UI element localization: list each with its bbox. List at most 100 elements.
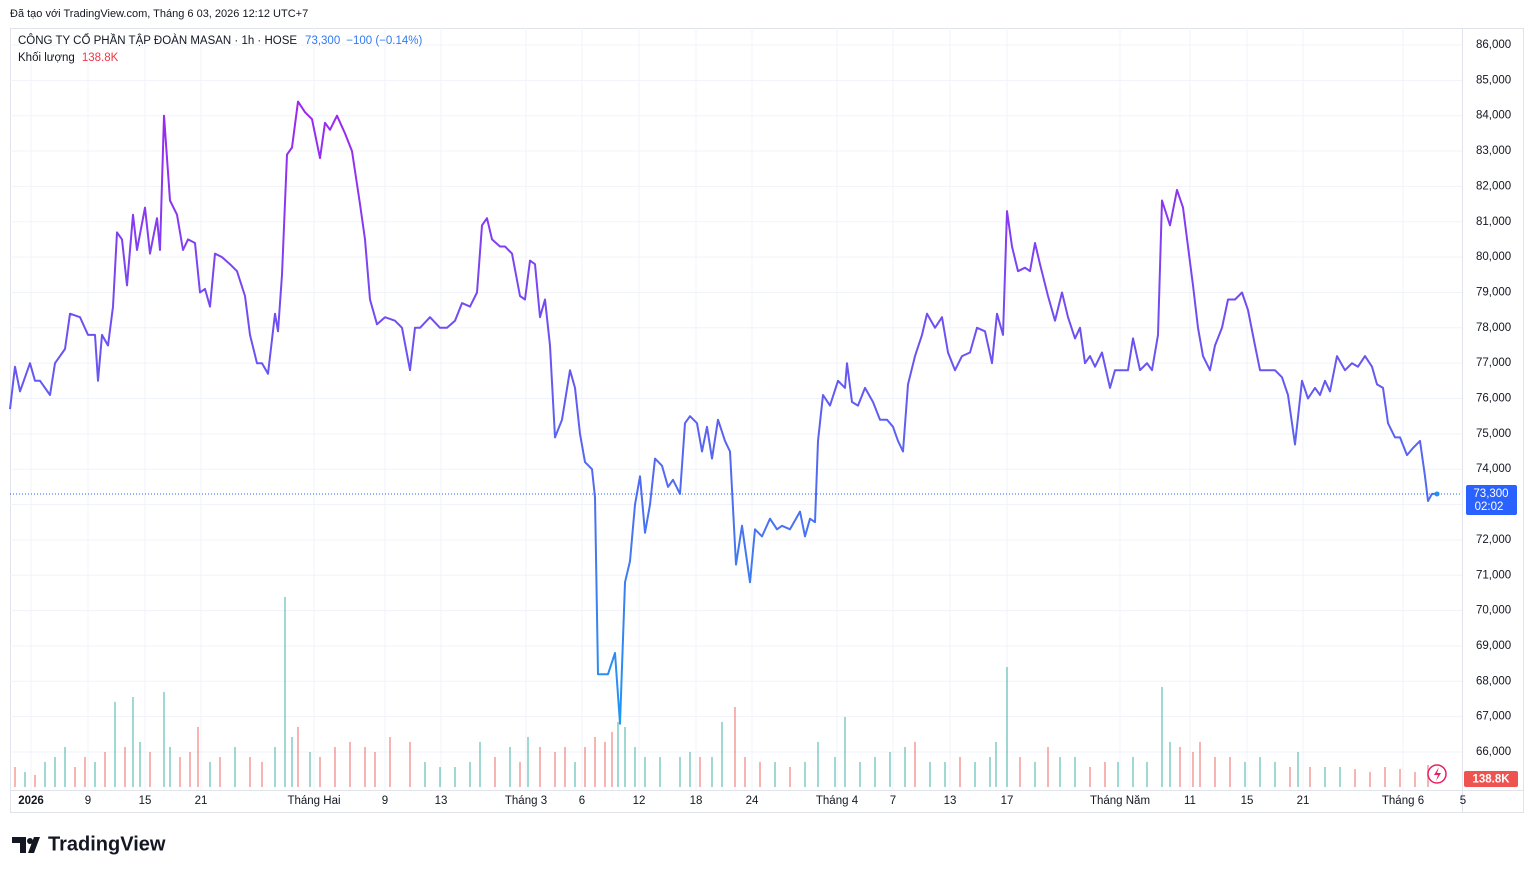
volume-bar xyxy=(494,757,496,787)
x-tick-label: 21 xyxy=(195,795,208,807)
replay-icon[interactable] xyxy=(1427,764,1447,784)
x-tick-label: 15 xyxy=(139,795,152,807)
volume-bar xyxy=(594,737,596,787)
volume-bar xyxy=(74,767,76,787)
y-tick-label: 80,000 xyxy=(1476,251,1511,263)
x-tick-label: Tháng 4 xyxy=(816,795,859,807)
volume-bar xyxy=(349,741,351,787)
chart-frame xyxy=(10,28,1524,813)
y-tick-label: 86,000 xyxy=(1476,39,1511,51)
volume-bar xyxy=(189,751,191,787)
y-tick-label: 82,000 xyxy=(1476,180,1511,192)
volume-bar xyxy=(469,761,471,787)
x-tick-label: 13 xyxy=(944,795,957,807)
volume-bar xyxy=(554,751,556,787)
x-tick-label: Tháng 3 xyxy=(505,795,547,807)
volume-bar xyxy=(1161,687,1163,787)
price-pane xyxy=(9,100,1462,725)
price-badge-label: 73,300 xyxy=(1473,488,1508,500)
volume-bar xyxy=(995,741,997,787)
volume-bar xyxy=(124,747,126,787)
x-tick-label: 21 xyxy=(1297,795,1310,807)
y-tick-label: 79,000 xyxy=(1476,286,1511,298)
volume-bar xyxy=(84,757,86,787)
volume-bar xyxy=(1399,769,1401,787)
volume-bar xyxy=(163,691,165,787)
volume-bar xyxy=(519,761,521,787)
watermark: Đã tạo với TradingView.com, Tháng 6 03, … xyxy=(10,8,308,20)
x-tick-label: 6 xyxy=(579,795,585,807)
volume-bar xyxy=(874,757,876,787)
volume-bar xyxy=(564,747,566,787)
y-tick-label: 85,000 xyxy=(1476,74,1511,86)
x-tick-label: 13 xyxy=(435,795,448,807)
volume-bar xyxy=(169,747,171,787)
volume-bar xyxy=(1047,747,1049,787)
volume-bar xyxy=(1369,771,1371,787)
volume-bar xyxy=(149,751,151,787)
volume-bar xyxy=(334,747,336,787)
volume-bar xyxy=(834,757,836,787)
volume-bar xyxy=(789,767,791,787)
volume-bar xyxy=(64,747,66,787)
volume-value: 138.8K xyxy=(82,52,119,64)
x-tick-label: Tháng Hai xyxy=(287,795,340,807)
volume-bar xyxy=(249,757,251,787)
y-tick-label: 71,000 xyxy=(1476,569,1511,581)
volume-bar xyxy=(1006,667,1008,787)
volume-bar xyxy=(1414,771,1416,787)
y-tick-label: 74,000 xyxy=(1476,463,1511,475)
volume-bar xyxy=(364,747,366,787)
volume-bar xyxy=(1132,757,1134,787)
volume-bar xyxy=(1074,757,1076,787)
volume-bar xyxy=(804,761,806,787)
volume-bar xyxy=(974,761,976,787)
volume-bar xyxy=(1089,767,1091,787)
volume-bar xyxy=(1384,767,1386,787)
volume-bar xyxy=(989,757,991,787)
volume-bar xyxy=(1146,761,1148,787)
y-tick-label: 81,000 xyxy=(1476,216,1511,228)
legend-change: −100 (−0.14%) xyxy=(346,35,422,47)
volume-bar xyxy=(219,757,221,787)
volume-bar xyxy=(14,767,16,787)
volume-bar xyxy=(44,761,46,787)
last-point xyxy=(1434,491,1440,497)
volume-bar xyxy=(574,761,576,787)
volume-bar xyxy=(1019,757,1021,787)
volume-bar xyxy=(1244,761,1246,787)
y-tick-label: 77,000 xyxy=(1476,357,1511,369)
volume-bar xyxy=(274,747,276,787)
volume-bar xyxy=(479,741,481,787)
volume-bar xyxy=(319,757,321,787)
price-line xyxy=(9,100,1437,725)
x-tick-label: 5 xyxy=(1460,795,1466,807)
volume-bar xyxy=(104,751,106,787)
volume-bar xyxy=(944,761,946,787)
volume-bar xyxy=(1034,761,1036,787)
volume-bar xyxy=(1297,751,1299,787)
volume-bar xyxy=(424,761,426,787)
legend-price: 73,300 xyxy=(305,35,340,47)
volume-bar xyxy=(659,757,661,787)
volume-bar xyxy=(959,757,961,787)
volume-bar xyxy=(1229,757,1231,787)
y-tick-label: 78,000 xyxy=(1476,322,1511,334)
volume-title: Khối lượng xyxy=(18,52,75,64)
volume-bar xyxy=(1259,757,1261,787)
volume-bar xyxy=(1104,761,1106,787)
volume-bar xyxy=(1289,767,1291,787)
volume-bar xyxy=(1199,741,1201,787)
volume-badge xyxy=(1464,771,1518,787)
y-tick-label: 67,000 xyxy=(1476,711,1511,723)
volume-bar xyxy=(539,747,541,787)
volume-bar xyxy=(1354,769,1356,787)
y-tick-label: 72,000 xyxy=(1476,534,1511,546)
volume-bar xyxy=(634,747,636,787)
grid xyxy=(10,28,1462,790)
volume-bar xyxy=(1214,757,1216,787)
x-tick-label: 7 xyxy=(890,795,896,807)
x-tick-label: 15 xyxy=(1241,795,1254,807)
volume-bar xyxy=(644,757,646,787)
